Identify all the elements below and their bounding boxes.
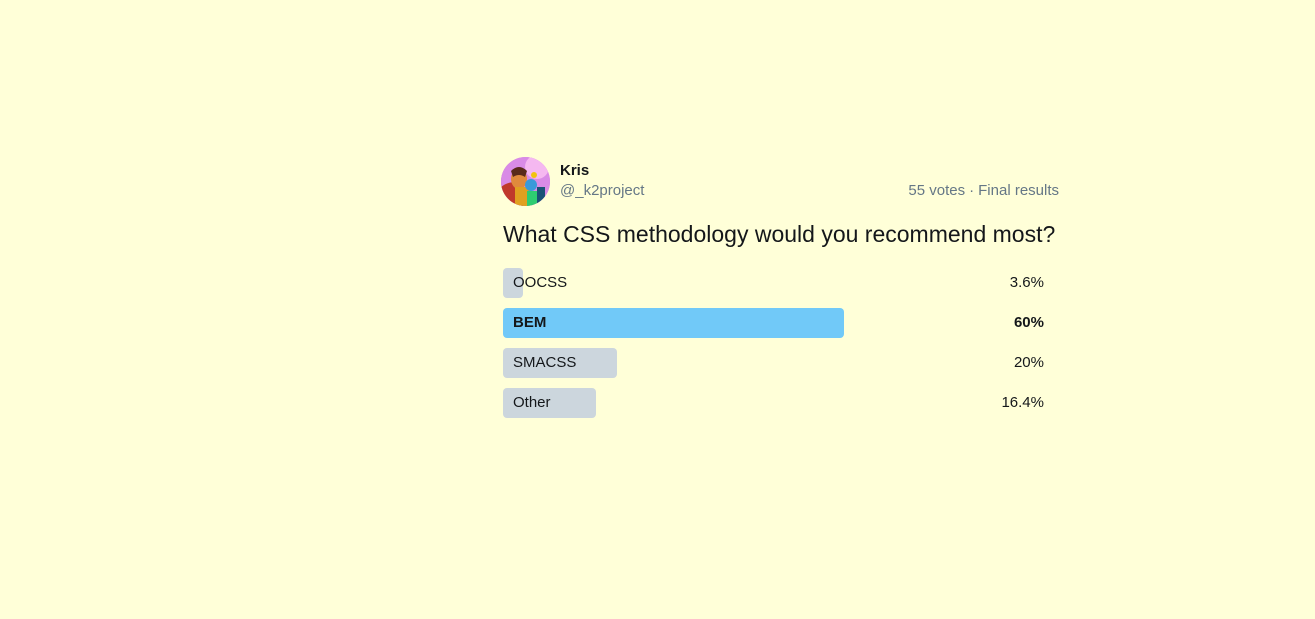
poll-option-label: BEM bbox=[513, 314, 547, 331]
poll-option-bem: BEM 60% bbox=[503, 308, 1044, 338]
poll-meta: 55 votes · Final results bbox=[908, 182, 1059, 199]
poll-option-oocss: OOCSS 3.6% bbox=[503, 268, 1044, 298]
meta-separator: · bbox=[969, 182, 975, 199]
poll-card: Kris @_k2project 55 votes · Final results … bbox=[501, 157, 1059, 428]
avatar-image bbox=[501, 157, 550, 206]
poll-option-label: SMACSS bbox=[513, 354, 577, 371]
poll-result-bar bbox=[503, 388, 596, 418]
poll-result-bar bbox=[503, 348, 617, 378]
poll-result-bar bbox=[503, 268, 523, 298]
poll-status: Final results bbox=[978, 182, 1059, 199]
author-name[interactable]: Kris bbox=[560, 162, 590, 179]
poll-result-bar bbox=[503, 308, 844, 338]
poll-option-percent: 16.4% bbox=[1001, 394, 1044, 411]
author-handle[interactable]: @_k2project bbox=[560, 182, 645, 199]
vote-count: 55 votes bbox=[908, 182, 966, 199]
poll-option-percent: 20% bbox=[1013, 354, 1044, 371]
avatar[interactable] bbox=[501, 157, 550, 206]
poll-option-percent: 3.6% bbox=[1009, 274, 1044, 291]
poll-option-percent: 60% bbox=[1013, 314, 1044, 331]
poll-question: What CSS methodology would you recommend… bbox=[503, 221, 1056, 247]
poll-option-other: Other 16.4% bbox=[503, 388, 1044, 418]
poll-option-label: OOCSS bbox=[513, 274, 568, 291]
poll-option-smacss: SMACSS 20% bbox=[503, 348, 1044, 378]
poll-options: OOCSS 3.6% BEM 60% SMACSS 20% Other 16.4% bbox=[503, 268, 1044, 418]
poll-header: Kris @_k2project 55 votes · Final results bbox=[501, 157, 1059, 207]
poll-option-label: Other bbox=[513, 394, 551, 411]
